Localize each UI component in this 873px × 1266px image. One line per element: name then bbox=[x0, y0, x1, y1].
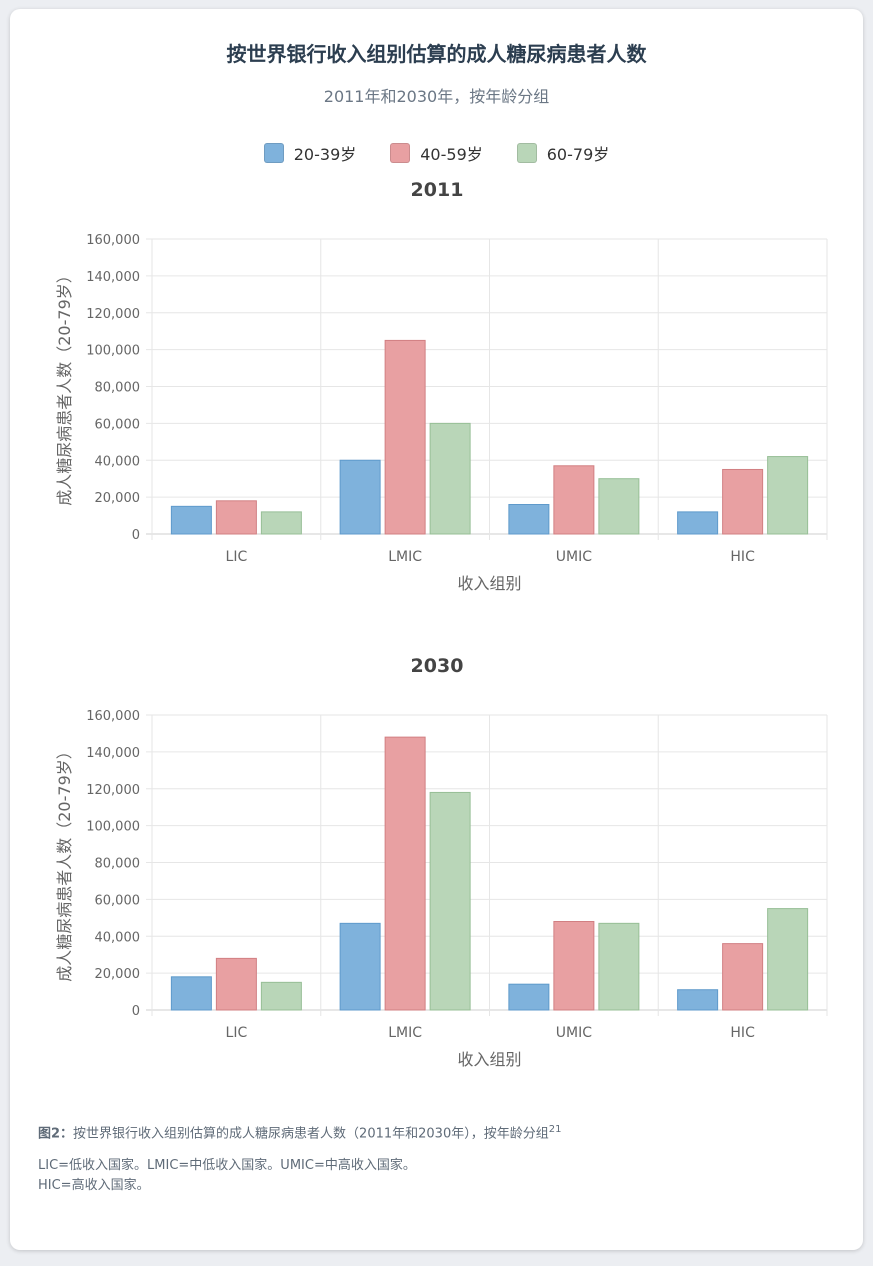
y-tick-label: 20,000 bbox=[95, 491, 141, 506]
y-tick-label: 80,000 bbox=[95, 381, 141, 396]
y-tick-label: 40,000 bbox=[95, 454, 141, 469]
x-tick-label: HIC bbox=[730, 549, 755, 565]
caption-label: 图2： bbox=[38, 1126, 74, 1142]
y-tick-label: 0 bbox=[132, 528, 140, 543]
y-tick-label: 160,000 bbox=[86, 233, 140, 248]
figure-subtitle: 2011年和2030年，按年龄分组 bbox=[323, 87, 550, 106]
x-tick-label: LIC bbox=[226, 1025, 248, 1041]
bar-umic-40-59岁[interactable] bbox=[553, 465, 595, 535]
bar-lic-20-39岁[interactable] bbox=[170, 976, 212, 1011]
bar-hic-20-39岁[interactable] bbox=[677, 511, 719, 535]
bar-lic-40-59岁[interactable] bbox=[215, 500, 257, 535]
bar-umic-20-39岁[interactable] bbox=[508, 983, 550, 1011]
bar-lic-60-79岁[interactable] bbox=[260, 511, 302, 535]
y-tick-label: 140,000 bbox=[86, 746, 140, 761]
caption-notes-line-1: LIC=低收入国家。LMIC=中低收入国家。UMIC=中高收入国家。 bbox=[38, 1158, 416, 1174]
bar-lic-20-39岁[interactable] bbox=[170, 505, 212, 535]
legend-item-40-59[interactable]: 40-59岁 bbox=[390, 141, 483, 165]
bar-umic-40-59岁[interactable] bbox=[553, 921, 595, 1011]
y-tick-label: 140,000 bbox=[86, 270, 140, 285]
y-tick-label: 20,000 bbox=[95, 967, 141, 982]
legend-item-20-39[interactable]: 20-39岁 bbox=[263, 141, 357, 165]
x-tick-label: HIC bbox=[730, 1025, 755, 1041]
y-tick-label: 120,000 bbox=[86, 783, 140, 798]
y-tick-label: 60,000 bbox=[95, 893, 141, 908]
caption-reference[interactable]: 21 bbox=[548, 1124, 562, 1135]
y-tick-label: 100,000 bbox=[86, 344, 140, 359]
x-axis-title: 收入组别 bbox=[457, 1050, 521, 1069]
y-axis-title: 成人糖尿病患者人数（20-79岁） bbox=[55, 743, 74, 982]
legend-item-60-79[interactable]: 60-79岁 bbox=[516, 141, 610, 165]
bar-lmic-20-39岁[interactable] bbox=[339, 922, 381, 1011]
bar-umic-60-79岁[interactable] bbox=[598, 478, 640, 535]
legend-label: 40-59岁 bbox=[420, 145, 483, 164]
legend-swatch bbox=[390, 143, 411, 163]
x-tick-label: UMIC bbox=[556, 1025, 592, 1041]
figure-caption: 图2：按世界银行收入组别估算的成人糖尿病患者人数（2011年和2030年），按年… bbox=[38, 1120, 818, 1196]
caption-notes-line-2: HIC=高收入国家。 bbox=[38, 1178, 150, 1194]
x-axis-title: 收入组别 bbox=[457, 574, 521, 593]
bar-lmic-40-59岁[interactable] bbox=[384, 736, 426, 1011]
bar-lic-40-59岁[interactable] bbox=[215, 957, 257, 1011]
legend-swatch bbox=[516, 143, 537, 163]
y-tick-label: 100,000 bbox=[86, 820, 140, 835]
bar-hic-60-79岁[interactable] bbox=[767, 456, 809, 535]
chart-2030: 2030 0 20,000 40,000 60,000 80,000 100,000 120,… bbox=[55, 655, 828, 1069]
bar-lic-60-79岁[interactable] bbox=[260, 981, 302, 1011]
bar-hic-20-39岁[interactable] bbox=[677, 989, 719, 1011]
y-tick-label: 60,000 bbox=[95, 417, 141, 432]
y-tick-label: 120,000 bbox=[86, 307, 140, 322]
legend-label: 20-39岁 bbox=[293, 145, 357, 164]
legend-swatch bbox=[263, 143, 284, 163]
y-tick-label: 160,000 bbox=[86, 709, 140, 724]
y-tick-label: 80,000 bbox=[95, 857, 141, 872]
bar-umic-60-79岁[interactable] bbox=[598, 922, 640, 1011]
x-tick-label: LMIC bbox=[388, 1025, 422, 1041]
x-tick-label: UMIC bbox=[556, 549, 592, 565]
bar-lmic-60-79岁[interactable] bbox=[429, 791, 471, 1011]
legend: 20-39岁 40-59岁 60-79岁 bbox=[0, 141, 873, 165]
figure-title: 按世界银行收入组别估算的成人糖尿病患者人数 bbox=[226, 42, 647, 66]
bar-lmic-60-79岁[interactable] bbox=[429, 422, 471, 535]
chart-title: 2011 bbox=[411, 179, 464, 201]
bar-lmic-40-59岁[interactable] bbox=[384, 339, 426, 535]
y-axis-title: 成人糖尿病患者人数（20-79岁） bbox=[55, 267, 74, 506]
bar-umic-20-39岁[interactable] bbox=[508, 504, 550, 535]
bar-hic-60-79岁[interactable] bbox=[767, 908, 809, 1011]
y-tick-label: 40,000 bbox=[95, 930, 141, 945]
legend-label: 60-79岁 bbox=[546, 145, 610, 164]
caption-text: 按世界银行收入组别估算的成人糖尿病患者人数（2011年和2030年），按年龄分组 bbox=[73, 1126, 549, 1142]
figure-card bbox=[10, 9, 863, 1250]
x-tick-label: LIC bbox=[226, 549, 248, 565]
bar-lmic-20-39岁[interactable] bbox=[339, 459, 381, 535]
chart-2011: 2011 0 20,000 40,000 60,000 80,000 100,000 120,… bbox=[55, 179, 828, 593]
x-tick-label: LMIC bbox=[388, 549, 422, 565]
bar-hic-40-59岁[interactable] bbox=[722, 468, 764, 535]
y-tick-label: 0 bbox=[132, 1004, 140, 1019]
chart-title: 2030 bbox=[411, 655, 464, 677]
bar-hic-40-59岁[interactable] bbox=[722, 943, 764, 1011]
